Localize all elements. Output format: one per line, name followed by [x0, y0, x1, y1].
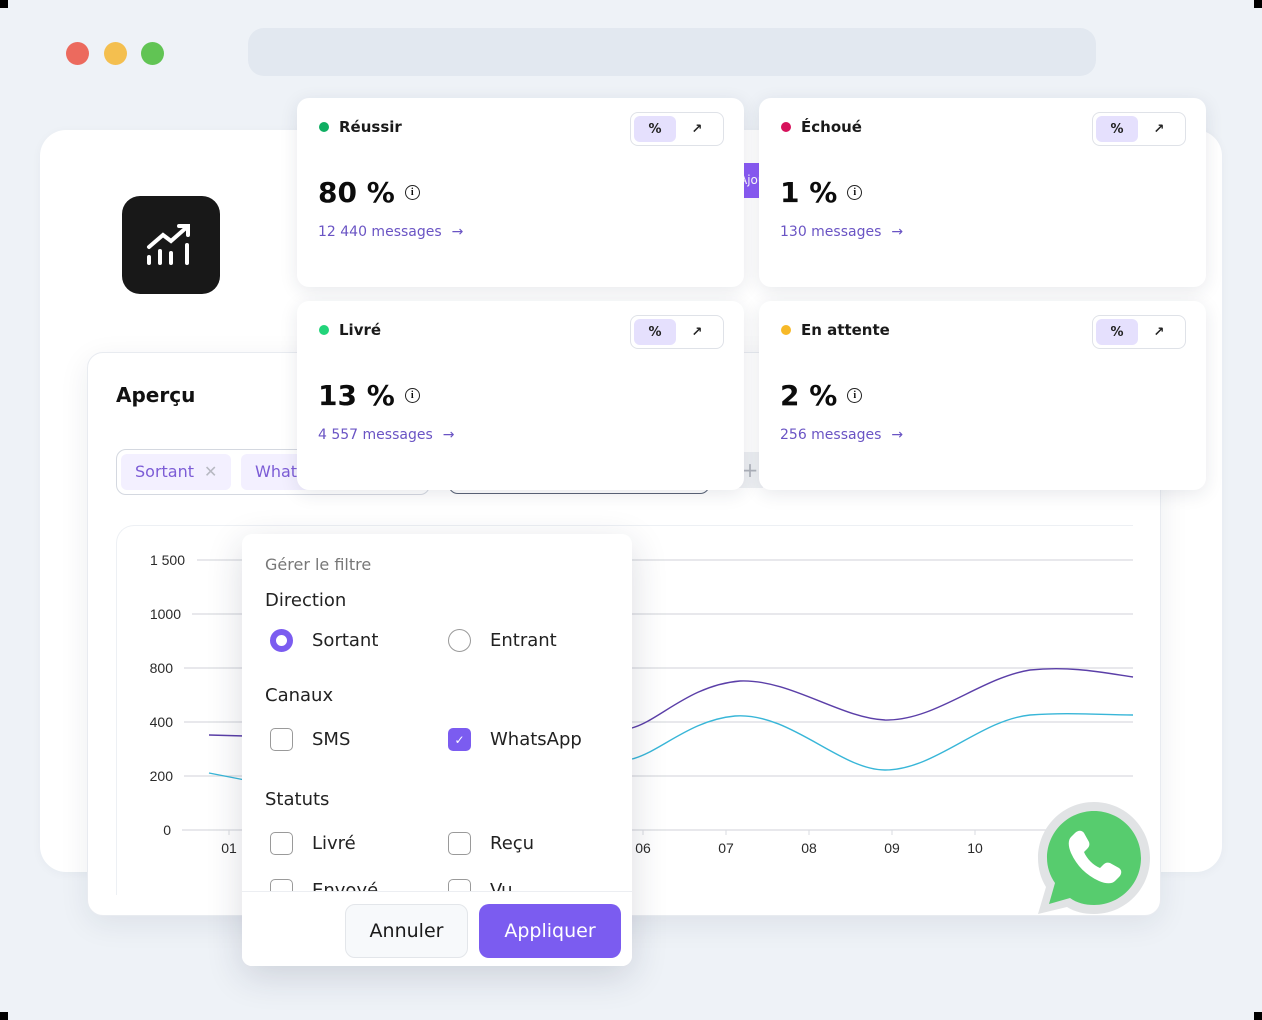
stat-value: 13 % i [318, 379, 420, 412]
stat-title: Réussir [339, 118, 402, 136]
percent-toggle[interactable]: % [1096, 319, 1138, 345]
checkbox[interactable]: ✓ [448, 728, 471, 751]
checkbox[interactable] [270, 832, 293, 855]
radio-button[interactable] [270, 629, 293, 652]
y-tick-label: 1000 [149, 606, 181, 622]
y-tick-label: 1 500 [149, 552, 185, 568]
y-tick-label: 200 [149, 768, 173, 784]
checkbox-option-whatsapp[interactable]: ✓ WhatsApp [448, 728, 582, 751]
checkbox[interactable] [448, 832, 471, 855]
view-toggle[interactable]: % ↗ [1092, 112, 1186, 146]
trend-toggle[interactable]: ↗ [676, 319, 718, 345]
popup-subtitle: Gérer le filtre [265, 555, 372, 574]
percent-icon: % [648, 121, 662, 137]
status-dot [781, 122, 791, 132]
percent-icon: % [1110, 121, 1124, 137]
x-tick-label: 06 [635, 840, 651, 856]
info-icon[interactable]: i [847, 185, 863, 200]
popup-footer: Annuler Appliquer [242, 891, 632, 966]
x-tick-label: 10 [967, 840, 983, 856]
checkbox-option-recu[interactable]: Reçu [448, 832, 534, 855]
filter-chip-direction[interactable]: Sortant ✕ [121, 454, 232, 490]
overview-title: Aperçu [116, 383, 196, 407]
section-title-statuses: Statuts [265, 789, 330, 810]
info-icon[interactable]: i [847, 388, 863, 403]
percent-icon: % [1110, 324, 1124, 340]
messages-link[interactable]: 4 557 messages → [318, 427, 455, 443]
x-tick-label: 07 [718, 840, 734, 856]
check-icon: ✓ [454, 732, 465, 747]
trend-toggle[interactable]: ↗ [1138, 116, 1180, 142]
view-toggle[interactable]: % ↗ [1092, 315, 1186, 349]
stat-title: Échoué [801, 118, 862, 136]
address-bar[interactable] [248, 28, 1096, 76]
trend-toggle[interactable]: ↗ [1138, 319, 1180, 345]
arrow-right-icon: → [891, 224, 904, 240]
cancel-button[interactable]: Annuler [345, 904, 468, 958]
arrow-right-icon: → [451, 224, 464, 240]
corner-mark [0, 1012, 8, 1020]
trend-icon: ↗ [1153, 121, 1165, 137]
section-title-channels: Canaux [265, 685, 334, 706]
section-title-direction: Direction [265, 590, 347, 611]
stat-value: 2 % i [780, 379, 863, 412]
view-toggle[interactable]: % ↗ [630, 112, 724, 146]
percent-toggle[interactable]: % [634, 319, 676, 345]
trend-toggle[interactable]: ↗ [676, 116, 718, 142]
app-logo [122, 196, 220, 294]
y-tick-label: 0 [163, 822, 171, 838]
chart-frame [116, 525, 1133, 895]
messages-link[interactable]: 256 messages → [780, 427, 904, 443]
view-toggle[interactable]: % ↗ [630, 315, 724, 349]
add-button[interactable]: Ajouter [744, 163, 760, 198]
chip-label: Sortant [135, 462, 195, 481]
apply-button[interactable]: Appliquer [479, 904, 621, 958]
window-minimize-button[interactable] [104, 42, 127, 65]
x-tick-label: 09 [884, 840, 900, 856]
chart-trend-icon [147, 224, 190, 265]
status-dot [319, 122, 329, 132]
trend-icon: ↗ [691, 324, 703, 340]
stat-card-success: Réussir % ↗ 80 % i 12 440 messages → [297, 98, 744, 287]
trend-icon: ↗ [1153, 324, 1165, 340]
info-icon[interactable]: i [404, 185, 420, 200]
status-dot [319, 325, 329, 335]
remove-filter-icon[interactable]: ✕ [204, 462, 218, 481]
x-tick-label: 01 [221, 840, 237, 856]
percent-toggle[interactable]: % [1096, 116, 1138, 142]
info-icon[interactable]: i [404, 388, 420, 403]
plus-icon: + [741, 458, 759, 482]
trend-icon: ↗ [691, 121, 703, 137]
checkbox[interactable] [270, 728, 293, 751]
window-zoom-button[interactable] [141, 42, 164, 65]
percent-icon: % [648, 324, 662, 340]
filter-popup: Gérer le filtre Direction Sortant Entran… [242, 534, 632, 966]
stat-value: 1 % i [780, 176, 863, 209]
radio-option-entrant[interactable]: Entrant [448, 629, 557, 652]
y-tick-label: 400 [149, 714, 173, 730]
messages-link[interactable]: 12 440 messages → [318, 224, 464, 240]
stat-card-pending: En attente % ↗ 2 % i 256 messages → [759, 301, 1206, 490]
arrow-right-icon: → [442, 427, 455, 443]
corner-mark [0, 0, 8, 8]
checkbox-option-sms[interactable]: SMS [270, 728, 350, 751]
corner-mark [1254, 0, 1262, 8]
corner-mark [1254, 1012, 1262, 1020]
stat-value: 80 % i [318, 176, 420, 209]
radio-option-sortant[interactable]: Sortant [270, 629, 378, 652]
checkbox-option-livre[interactable]: Livré [270, 832, 356, 855]
stat-card-failed: Échoué % ↗ 1 % i 130 messages → [759, 98, 1206, 287]
status-dot [781, 325, 791, 335]
y-tick-label: 800 [149, 660, 173, 676]
x-tick-label: 08 [801, 840, 817, 856]
messages-link[interactable]: 130 messages → [780, 224, 904, 240]
stat-title: En attente [801, 321, 890, 339]
stat-title: Livré [339, 321, 382, 339]
stat-card-delivered: Livré % ↗ 13 % i 4 557 messages → [297, 301, 744, 490]
arrow-right-icon: → [891, 427, 904, 443]
whatsapp-icon [1038, 802, 1150, 914]
window-close-button[interactable] [66, 42, 89, 65]
percent-toggle[interactable]: % [634, 116, 676, 142]
radio-button[interactable] [448, 629, 471, 652]
